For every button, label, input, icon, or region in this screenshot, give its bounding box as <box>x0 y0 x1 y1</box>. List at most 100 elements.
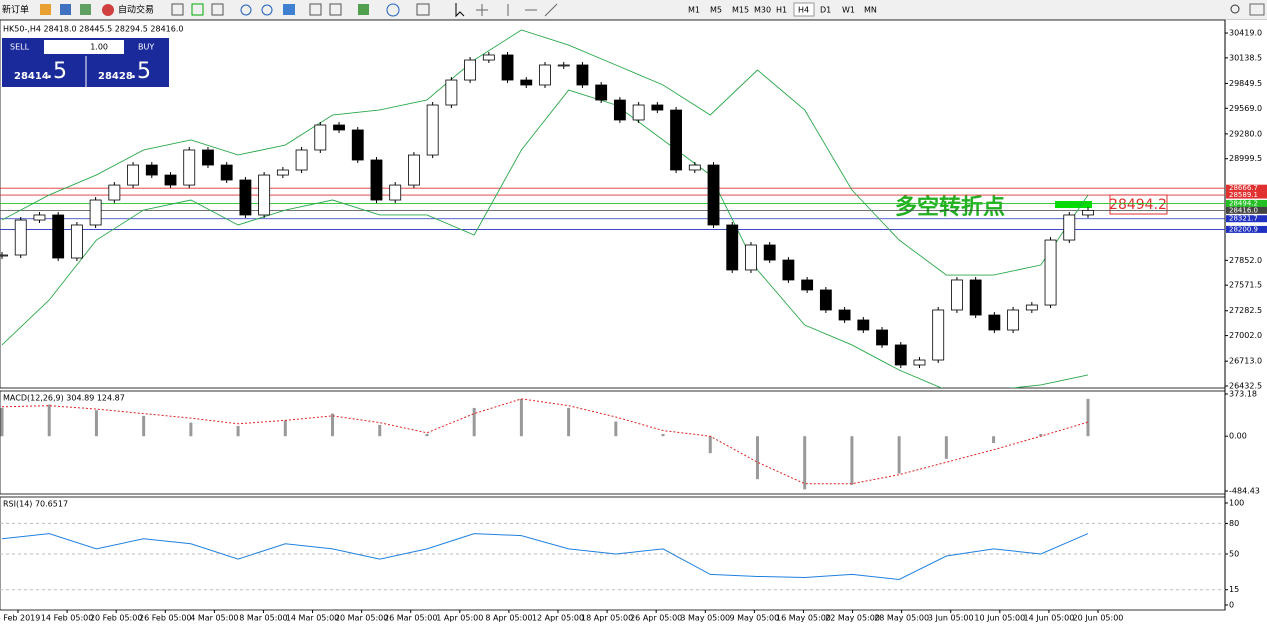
auto-trading-button[interactable]: 自动交易 <box>118 4 154 16</box>
lots-input[interactable] <box>44 40 124 54</box>
candle <box>988 314 1001 331</box>
icon[interactable] <box>40 4 51 15</box>
timeframe-button[interactable]: M15 <box>732 6 749 15</box>
crosshair-tool[interactable] <box>476 4 488 16</box>
candle <box>145 164 158 176</box>
candle <box>520 79 533 86</box>
x-tick-label: 8 Mar 05:00 <box>239 614 287 623</box>
level-label: 28200.9 <box>1229 225 1258 233</box>
buy-button[interactable]: BUY <box>138 43 154 52</box>
candle <box>1044 239 1057 306</box>
zoom-in[interactable] <box>240 4 252 16</box>
rsi-label: RSI(14) 70.6517 <box>3 500 68 509</box>
icon[interactable] <box>309 3 322 16</box>
y-tick-label: 28999.5 <box>1229 154 1262 163</box>
level-label: 28666.7 <box>1229 184 1258 192</box>
level-tag <box>1226 206 1267 214</box>
new-order-button[interactable]: 新订单 <box>2 4 29 16</box>
icon[interactable] <box>60 4 71 15</box>
candle <box>557 64 570 67</box>
timeframe-button[interactable]: W1 <box>842 6 855 15</box>
x-tick-label: 14 Jun 05:00 <box>1023 614 1074 623</box>
rsi-line <box>1 533 1089 581</box>
icon[interactable] <box>191 3 204 16</box>
icon[interactable] <box>80 4 91 15</box>
icon[interactable] <box>329 3 342 16</box>
y-tick-label: 30419.0 <box>1229 29 1262 38</box>
x-tick-label: 18 Apr 05:00 <box>581 614 633 623</box>
level-label: 28321.7 <box>1229 215 1258 223</box>
x-tick-label: 3 May 05:00 <box>680 614 730 623</box>
zoom-out[interactable] <box>261 4 273 16</box>
y-tick-label: 29280.0 <box>1229 129 1262 138</box>
chart-area <box>0 20 1267 625</box>
bollinger-band <box>1 89 1089 388</box>
candle <box>464 59 477 81</box>
x-tick-label: 10 Jun 05:00 <box>974 614 1025 623</box>
sell-price[interactable]: 28414 <box>14 71 49 82</box>
chat[interactable] <box>1249 3 1265 16</box>
x-tick-label: 8 Feb 2019 <box>0 614 40 623</box>
candle <box>33 214 46 221</box>
y-tick-label: 26432.5 <box>1229 382 1262 391</box>
icon[interactable] <box>171 3 184 16</box>
sell-button[interactable]: SELL <box>10 43 30 52</box>
timeframe-button[interactable]: D1 <box>820 6 831 15</box>
timeframe-button[interactable]: MN <box>864 6 877 15</box>
timeframe-button[interactable]: H4 <box>798 6 809 15</box>
timeframe-button[interactable]: H1 <box>776 6 787 15</box>
y-tick-label: 15 <box>1229 585 1239 594</box>
y-tick-label: 30138.5 <box>1229 53 1262 62</box>
candle <box>1025 304 1038 311</box>
y-tick-label: 0 <box>1229 601 1234 610</box>
level-tag <box>1226 191 1267 199</box>
level-tag <box>1226 215 1267 223</box>
icon[interactable] <box>416 3 430 16</box>
candle <box>239 179 252 216</box>
auto-trading-icon[interactable] <box>102 4 114 16</box>
x-tick-label: 3 Jun 05:00 <box>928 614 974 623</box>
cursor-tool[interactable] <box>455 3 465 18</box>
y-tick-label: 0.00 <box>1229 432 1247 441</box>
icon[interactable] <box>211 3 224 16</box>
candle <box>389 184 402 201</box>
candle <box>763 244 776 261</box>
timeframe-button[interactable]: M30 <box>754 6 771 15</box>
timeframe-button[interactable]: M5 <box>710 6 722 15</box>
x-tick-label: 26 Apr 05:00 <box>630 614 682 623</box>
icon[interactable] <box>283 4 295 15</box>
icon[interactable] <box>386 3 400 17</box>
candle <box>632 104 645 121</box>
lots-value[interactable]: 1.00 <box>90 43 108 52</box>
x-tick-label: 9 May 05:00 <box>729 614 779 623</box>
macd-signal <box>1 398 1089 485</box>
candle <box>14 219 27 256</box>
y-tick-label: -484.43 <box>1229 487 1260 496</box>
level-tag <box>1226 184 1267 192</box>
buy-pips[interactable]: .5 <box>130 59 151 84</box>
line-tools[interactable] <box>507 3 558 17</box>
candle <box>670 109 682 171</box>
level-tag <box>1226 199 1267 207</box>
candle <box>951 279 963 311</box>
candle <box>501 54 514 81</box>
y-tick-label: 29569.0 <box>1229 104 1262 113</box>
candle <box>539 64 551 86</box>
candle <box>613 99 626 121</box>
candle <box>576 64 589 86</box>
search[interactable] <box>1230 4 1240 14</box>
sell-pips[interactable]: .5 <box>46 59 67 84</box>
candle <box>482 54 495 61</box>
buy-price[interactable]: 28428 <box>98 71 133 82</box>
candle <box>220 164 233 181</box>
bollinger-band <box>1 29 1089 276</box>
bands <box>1 29 1089 388</box>
candle <box>127 164 139 186</box>
icon[interactable] <box>358 4 369 15</box>
candle <box>1063 214 1076 241</box>
x-tick-label: 8 Apr 05:00 <box>485 614 532 623</box>
candle <box>745 244 757 271</box>
timeframe-button[interactable]: M1 <box>688 6 700 15</box>
level-tag <box>1226 225 1267 233</box>
